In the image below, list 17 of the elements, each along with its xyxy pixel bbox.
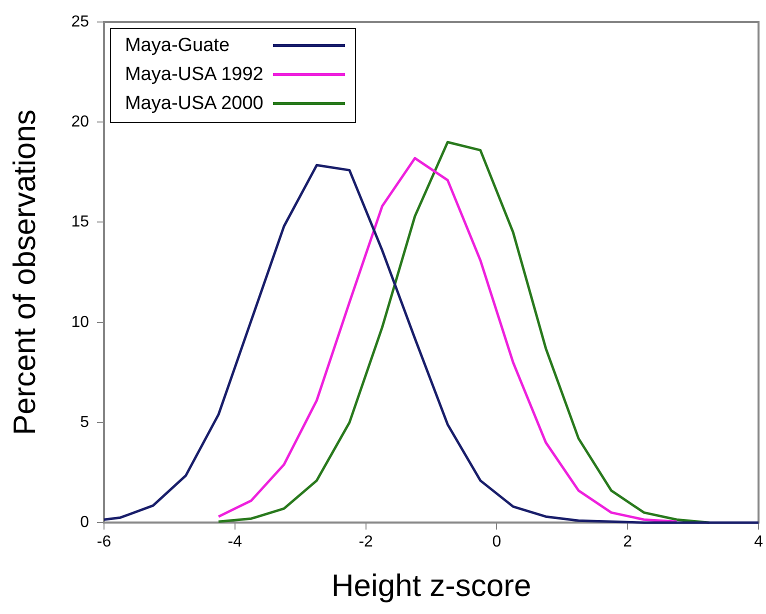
y-tick-label: 20 (71, 114, 90, 131)
legend-label: Maya-USA 1992 (124, 63, 264, 87)
x-tick-label: -6 (96, 534, 112, 551)
y-tick-label: 0 (80, 514, 90, 532)
y-axis-title: Percent of observations (7, 109, 42, 436)
x-axis-title: Height z-score (331, 568, 532, 603)
y-tick-label: 15 (71, 214, 90, 231)
x-tick-label: 4 (754, 534, 764, 551)
y-tick-label: 10 (71, 314, 90, 331)
y-tick-label: 5 (80, 414, 90, 431)
legend-label: Maya-USA 2000 (124, 92, 264, 116)
x-tick-label: 2 (623, 534, 632, 551)
x-tick-label: 0 (492, 534, 502, 551)
x-tick-label: -2 (358, 534, 374, 551)
x-tick-label: -4 (228, 534, 242, 551)
legend-label: Maya-Guate (124, 34, 231, 58)
y-tick-label: 25 (71, 13, 90, 30)
